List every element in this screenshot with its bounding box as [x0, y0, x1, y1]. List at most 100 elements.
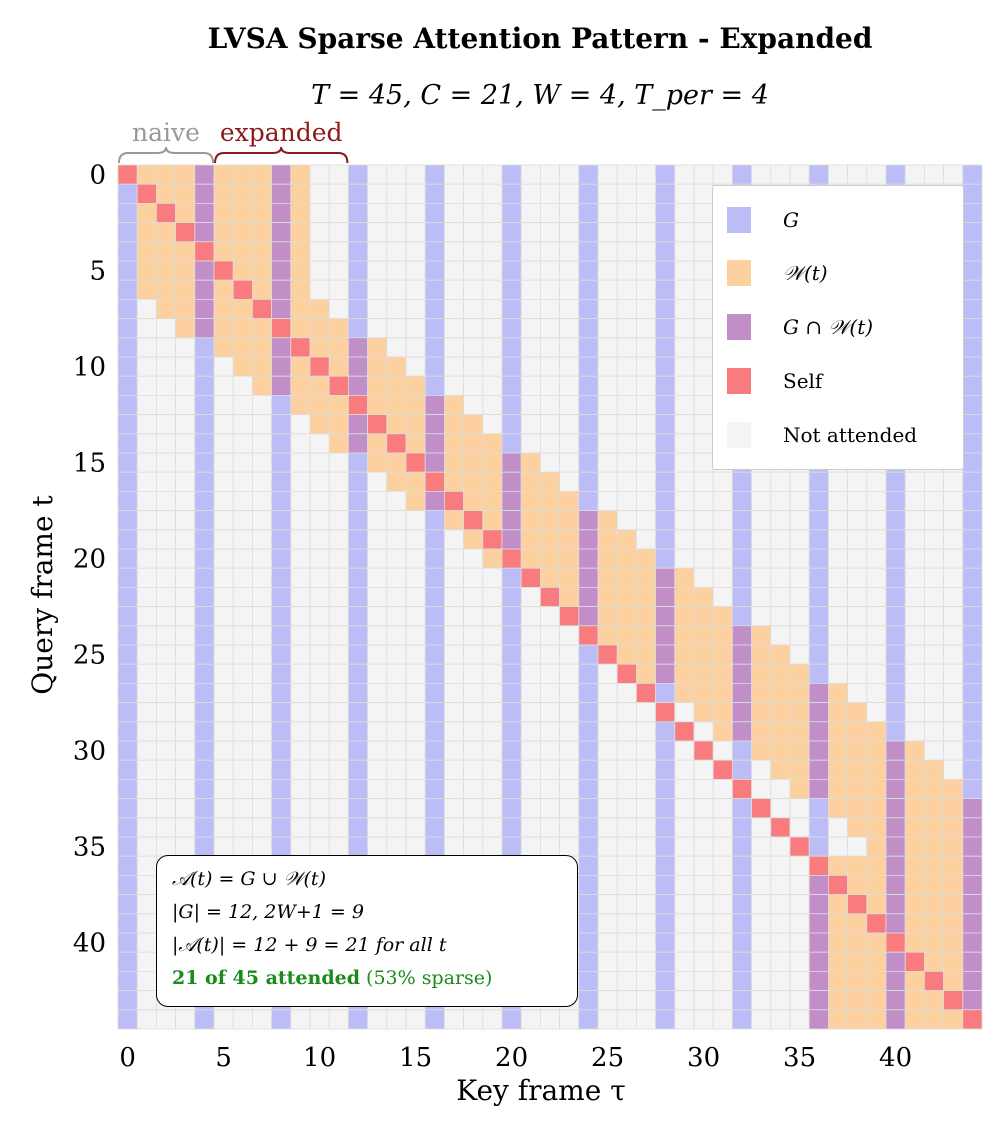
heatmap-cell-window: [175, 260, 196, 281]
heatmap-cell-empty: [636, 183, 657, 204]
heatmap-cell-window: [232, 164, 253, 185]
heatmap-cell-window: [866, 759, 887, 780]
heatmap-cell-empty: [559, 1009, 580, 1030]
heatmap-cell-empty: [367, 759, 388, 780]
heatmap-cell-window: [155, 279, 176, 300]
heatmap-cell-g-and-w: [271, 241, 292, 262]
heatmap-cell-empty: [693, 798, 714, 819]
heatmap-cell-empty: [405, 606, 426, 627]
heatmap-cell-window: [328, 394, 349, 415]
heatmap-cell-g: [732, 587, 753, 608]
heatmap-cell-empty: [847, 587, 868, 608]
heatmap-cell-g-and-w: [808, 990, 829, 1011]
heatmap-cell-empty: [328, 222, 349, 243]
heatmap-cell-empty: [559, 759, 580, 780]
heatmap-cell-empty: [290, 625, 311, 646]
heatmap-cell-window: [847, 990, 868, 1011]
heatmap-cell-empty: [405, 836, 426, 857]
heatmap-cell-empty: [405, 356, 426, 377]
heatmap-cell-g-and-w: [271, 202, 292, 223]
heatmap-cell-empty: [866, 702, 887, 723]
heatmap-cell-g-and-w: [808, 683, 829, 704]
heatmap-cell-empty: [693, 241, 714, 262]
heatmap-cell-window: [904, 913, 925, 934]
heatmap-cell-g: [808, 663, 829, 684]
heatmap-cell-empty: [520, 798, 541, 819]
heatmap-cell-empty: [232, 625, 253, 646]
heatmap-cell-window: [828, 683, 849, 704]
heatmap-cell-g: [117, 721, 138, 742]
heatmap-cell-empty: [482, 202, 503, 223]
heatmap-cell-empty: [309, 202, 330, 223]
legend-item-g: G: [727, 207, 799, 233]
heatmap-cell-empty: [789, 567, 810, 588]
heatmap-cell-empty: [251, 740, 272, 761]
heatmap-cell-empty: [597, 318, 618, 339]
heatmap-cell-window: [636, 587, 657, 608]
heatmap-cell-empty: [559, 279, 580, 300]
heatmap-cell-g: [962, 721, 983, 742]
heatmap-cell-window: [924, 990, 945, 1011]
heatmap-cell-window: [847, 913, 868, 934]
heatmap-cell-empty: [924, 490, 945, 511]
heatmap-cell-empty: [443, 318, 464, 339]
heatmap-cell-empty: [789, 587, 810, 608]
heatmap-cell-g: [578, 260, 599, 281]
heatmap-cell-g: [194, 510, 215, 531]
heatmap-cell-empty: [540, 298, 561, 319]
heatmap-cell-empty: [540, 202, 561, 223]
heatmap-cell-empty: [213, 394, 234, 415]
heatmap-cell-empty: [328, 702, 349, 723]
heatmap-cell-empty: [636, 990, 657, 1011]
legend-swatch-self: [727, 368, 751, 394]
heatmap-cell-window: [770, 644, 791, 665]
heatmap-cell-window: [559, 548, 580, 569]
heatmap-cell-g: [424, 702, 445, 723]
heatmap-cell-empty: [155, 471, 176, 492]
x-tick-label: 5: [215, 1043, 232, 1073]
heatmap-cell-g-and-w: [885, 836, 906, 857]
heatmap-cell-empty: [597, 798, 618, 819]
heatmap-cell-empty: [828, 644, 849, 665]
heatmap-cell-empty: [213, 529, 234, 550]
heatmap-cell-g: [271, 567, 292, 588]
heatmap-cell-empty: [386, 337, 407, 358]
heatmap-cell-empty: [136, 759, 157, 780]
heatmap-cell-empty: [693, 471, 714, 492]
heatmap-cell-empty: [559, 683, 580, 704]
heatmap-cell-g: [194, 414, 215, 435]
heatmap-cell-window: [616, 625, 637, 646]
info-line-2: |G| = 12, 2W+1 = 9: [172, 901, 364, 923]
heatmap-cell-empty: [251, 394, 272, 415]
heatmap-cell-g: [117, 894, 138, 915]
heatmap-cell-g: [578, 875, 599, 896]
heatmap-cell-empty: [540, 279, 561, 300]
heatmap-cell-empty: [213, 510, 234, 531]
heatmap-cell-window: [213, 164, 234, 185]
heatmap-cell-g: [655, 971, 676, 992]
heatmap-cell-empty: [597, 356, 618, 377]
heatmap-cell-g: [501, 183, 522, 204]
heatmap-cell-empty: [616, 375, 637, 396]
heatmap-cell-g: [117, 932, 138, 953]
heatmap-cell-g: [271, 452, 292, 473]
heatmap-cell-empty: [213, 471, 234, 492]
heatmap-cell-window: [251, 241, 272, 262]
heatmap-cell-empty: [904, 490, 925, 511]
heatmap-cell-empty: [367, 510, 388, 531]
heatmap-cell-empty: [155, 433, 176, 454]
heatmap-cell-empty: [232, 740, 253, 761]
heatmap-cell-g-and-w: [808, 779, 829, 800]
heatmap-cell-empty: [386, 164, 407, 185]
heatmap-cell-g: [424, 587, 445, 608]
heatmap-cell-empty: [520, 318, 541, 339]
heatmap-cell-empty: [405, 164, 426, 185]
heatmap-cell-g: [962, 702, 983, 723]
heatmap-cell-empty: [943, 606, 964, 627]
heatmap-cell-empty: [463, 567, 484, 588]
heatmap-cell-empty: [136, 606, 157, 627]
heatmap-cell-empty: [175, 548, 196, 569]
heatmap-cell-empty: [386, 279, 407, 300]
heatmap-cell-g: [194, 529, 215, 550]
heatmap-cell-empty: [482, 241, 503, 262]
